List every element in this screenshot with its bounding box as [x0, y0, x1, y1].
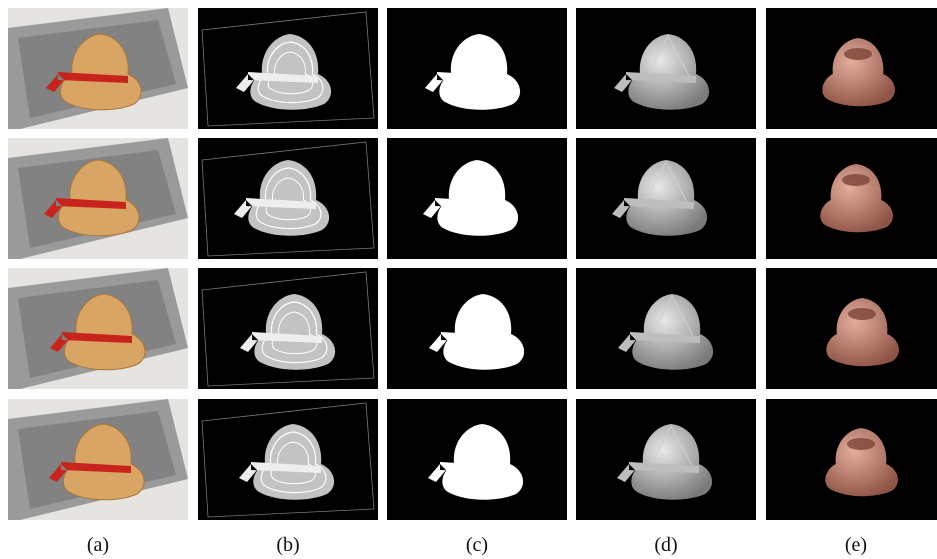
gray-reconstruction-view-2 [576, 138, 756, 259]
photo-hat-view-3 [8, 268, 188, 389]
caption-b: (b) [276, 534, 300, 556]
silhouette-view-4 [387, 399, 567, 520]
textured-reconstruction-view-2 [766, 138, 937, 259]
caption-e: (e) [844, 534, 868, 556]
textured-reconstruction-view-3 [766, 268, 937, 389]
gray-reconstruction-view-3 [576, 268, 756, 389]
edge-map-view-1 [198, 8, 378, 129]
caption-d: (d) [654, 534, 678, 556]
photo-hat-view-4 [8, 399, 188, 520]
gray-reconstruction-view-1 [576, 8, 756, 129]
textured-reconstruction-view-4 [766, 399, 937, 520]
gray-reconstruction-view-4 [576, 399, 756, 520]
edge-map-view-3 [198, 268, 378, 389]
caption-a: (a) [86, 534, 110, 556]
caption-c: (c) [465, 534, 489, 556]
edge-map-view-4 [198, 399, 378, 520]
silhouette-view-1 [387, 8, 567, 129]
silhouette-view-2 [387, 138, 567, 259]
textured-reconstruction-view-1 [766, 8, 937, 129]
photo-hat-view-2 [8, 138, 188, 259]
photo-hat-view-1 [8, 8, 188, 129]
edge-map-view-2 [198, 138, 378, 259]
silhouette-view-3 [387, 268, 567, 389]
